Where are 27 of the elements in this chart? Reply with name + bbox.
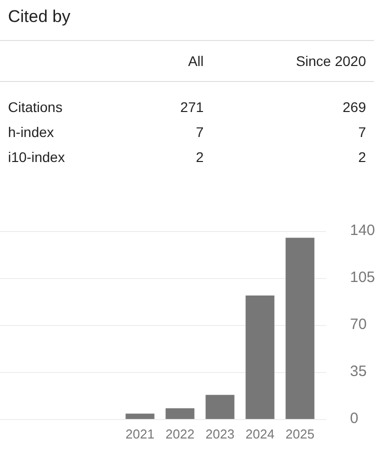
y-tick-label: 105 [350, 269, 376, 286]
y-tick-label: 140 [350, 222, 376, 240]
text: Cited by [0, 0, 374, 41]
bar [126, 414, 154, 419]
category-label: i10-index [7, 148, 66, 166]
data-label: 269 [342, 98, 367, 116]
category-label: Citations [7, 98, 64, 116]
bar [246, 295, 274, 419]
data-label: 7 [357, 122, 367, 142]
category-label: h-index [7, 122, 55, 142]
x-tick-label: 2025 [286, 426, 314, 442]
text: All [137, 41, 212, 82]
x-tick-label: 2022 [166, 426, 194, 442]
y-tick-label: 70 [350, 316, 367, 334]
y-tick-label: 0 [350, 410, 358, 428]
data-label: 271 [179, 98, 205, 116]
x-tick-label: 2024 [246, 426, 274, 442]
x-tick-label: 2021 [126, 426, 154, 442]
bar [206, 394, 234, 419]
bar [166, 408, 194, 419]
y-tick-label: 35 [350, 363, 367, 380]
data-label: 2 [357, 148, 367, 166]
bar [286, 238, 314, 419]
data-label: 2 [194, 148, 205, 166]
x-tick-label: 2023 [206, 426, 234, 442]
data-label: 7 [194, 122, 205, 142]
text: Since 2020 [212, 41, 374, 82]
